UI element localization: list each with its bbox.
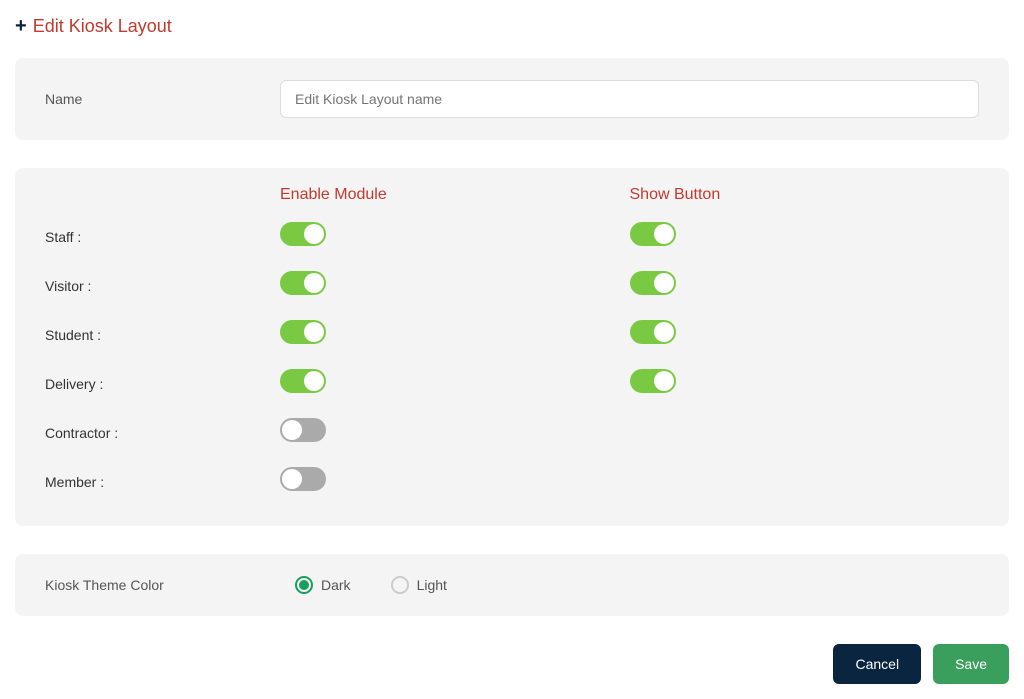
- module-label-contractor: Contractor :: [45, 425, 280, 441]
- radio-dot-icon: [299, 580, 309, 590]
- module-row-staff: Staff :: [45, 222, 979, 251]
- page-title: + Edit Kiosk Layout: [15, 15, 1009, 38]
- module-row-delivery: Delivery :: [45, 369, 979, 398]
- enable-module-header: Enable Module: [280, 186, 630, 204]
- name-row: Name: [45, 80, 979, 118]
- theme-panel: Kiosk Theme Color Dark Light: [15, 554, 1009, 616]
- enable-toggle-staff[interactable]: [280, 222, 326, 246]
- theme-radio-group: Dark Light: [295, 576, 447, 594]
- toggle-knob: [654, 224, 674, 244]
- module-row-member: Member :: [45, 467, 979, 496]
- toggle-knob: [282, 469, 302, 489]
- show-toggle-delivery[interactable]: [630, 369, 676, 393]
- theme-radio-label-light: Light: [417, 577, 447, 593]
- toggle-knob: [654, 273, 674, 293]
- toggle-knob: [654, 322, 674, 342]
- theme-row: Kiosk Theme Color Dark Light: [45, 576, 979, 594]
- module-label-member: Member :: [45, 474, 280, 490]
- save-button[interactable]: Save: [933, 644, 1009, 684]
- module-row-visitor: Visitor :: [45, 271, 979, 300]
- radio-circle-icon: [295, 576, 313, 594]
- show-toggle-visitor[interactable]: [630, 271, 676, 295]
- radio-circle-icon: [391, 576, 409, 594]
- module-label-delivery: Delivery :: [45, 376, 280, 392]
- button-bar: Cancel Save: [15, 644, 1009, 684]
- modules-panel: Enable Module Show Button Staff : Visitor…: [15, 168, 1009, 526]
- show-toggle-student[interactable]: [630, 320, 676, 344]
- theme-radio-label-dark: Dark: [321, 577, 351, 593]
- enable-toggle-delivery[interactable]: [280, 369, 326, 393]
- module-label-staff: Staff :: [45, 229, 280, 245]
- theme-label: Kiosk Theme Color: [45, 577, 295, 593]
- page-title-text: Edit Kiosk Layout: [33, 16, 172, 37]
- toggle-knob: [282, 420, 302, 440]
- module-row-student: Student :: [45, 320, 979, 349]
- enable-toggle-visitor[interactable]: [280, 271, 326, 295]
- enable-toggle-member[interactable]: [280, 467, 326, 491]
- column-headers: Enable Module Show Button: [45, 186, 979, 204]
- toggle-knob: [304, 371, 324, 391]
- show-toggle-staff[interactable]: [630, 222, 676, 246]
- name-panel: Name: [15, 58, 1009, 140]
- toggle-knob: [304, 224, 324, 244]
- enable-toggle-student[interactable]: [280, 320, 326, 344]
- module-label-visitor: Visitor :: [45, 278, 280, 294]
- toggle-knob: [304, 322, 324, 342]
- plus-icon: +: [15, 15, 27, 38]
- toggle-knob: [654, 371, 674, 391]
- theme-radio-dark[interactable]: Dark: [295, 576, 351, 594]
- name-input[interactable]: [280, 80, 979, 118]
- name-label: Name: [45, 91, 280, 107]
- module-label-student: Student :: [45, 327, 280, 343]
- theme-radio-light[interactable]: Light: [391, 576, 447, 594]
- module-row-contractor: Contractor :: [45, 418, 979, 447]
- cancel-button[interactable]: Cancel: [833, 644, 921, 684]
- toggle-knob: [304, 273, 324, 293]
- show-button-header: Show Button: [630, 186, 980, 204]
- enable-toggle-contractor[interactable]: [280, 418, 326, 442]
